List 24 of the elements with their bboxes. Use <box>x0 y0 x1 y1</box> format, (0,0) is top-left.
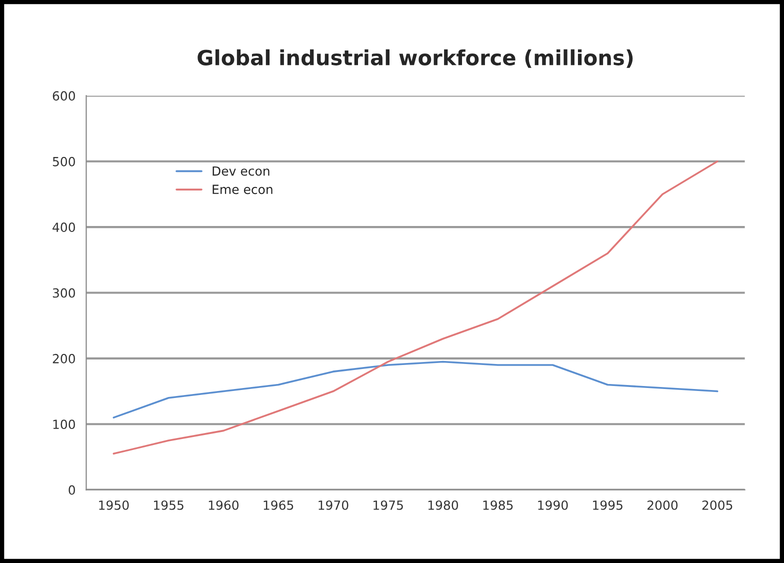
x-tick-label: 1965 <box>264 500 294 510</box>
y-tick-label: 200 <box>52 354 75 364</box>
legend-label: Eme econ <box>212 184 272 194</box>
x-tick-label: 1985 <box>483 500 513 510</box>
y-tick-label: 600 <box>52 91 75 101</box>
x-tick-label: 1990 <box>538 500 568 510</box>
line-series <box>112 360 718 418</box>
legend-label: Dev econ <box>212 166 270 176</box>
x-tick-label: 1975 <box>374 500 403 510</box>
y-tick-label: 0 <box>68 485 75 495</box>
x-tick-label: 2000 <box>647 500 678 510</box>
x-tick-label: 2005 <box>702 500 732 510</box>
x-tick-label: 1995 <box>593 500 622 510</box>
line-series <box>112 160 718 455</box>
x-tick-label: 1970 <box>318 500 348 510</box>
y-tick-label: 500 <box>52 156 75 166</box>
x-tick-label: 1980 <box>428 500 458 510</box>
y-tick-label: 100 <box>53 420 75 430</box>
x-tick-label: 1950 <box>99 500 129 510</box>
chart-title: Global industrial workforce (millions) <box>198 49 633 68</box>
x-tick-label: 1955 <box>154 500 184 510</box>
y-tick-label: 400 <box>52 222 75 232</box>
x-tick-label: 1960 <box>208 500 239 510</box>
y-tick-label: 300 <box>52 288 75 298</box>
